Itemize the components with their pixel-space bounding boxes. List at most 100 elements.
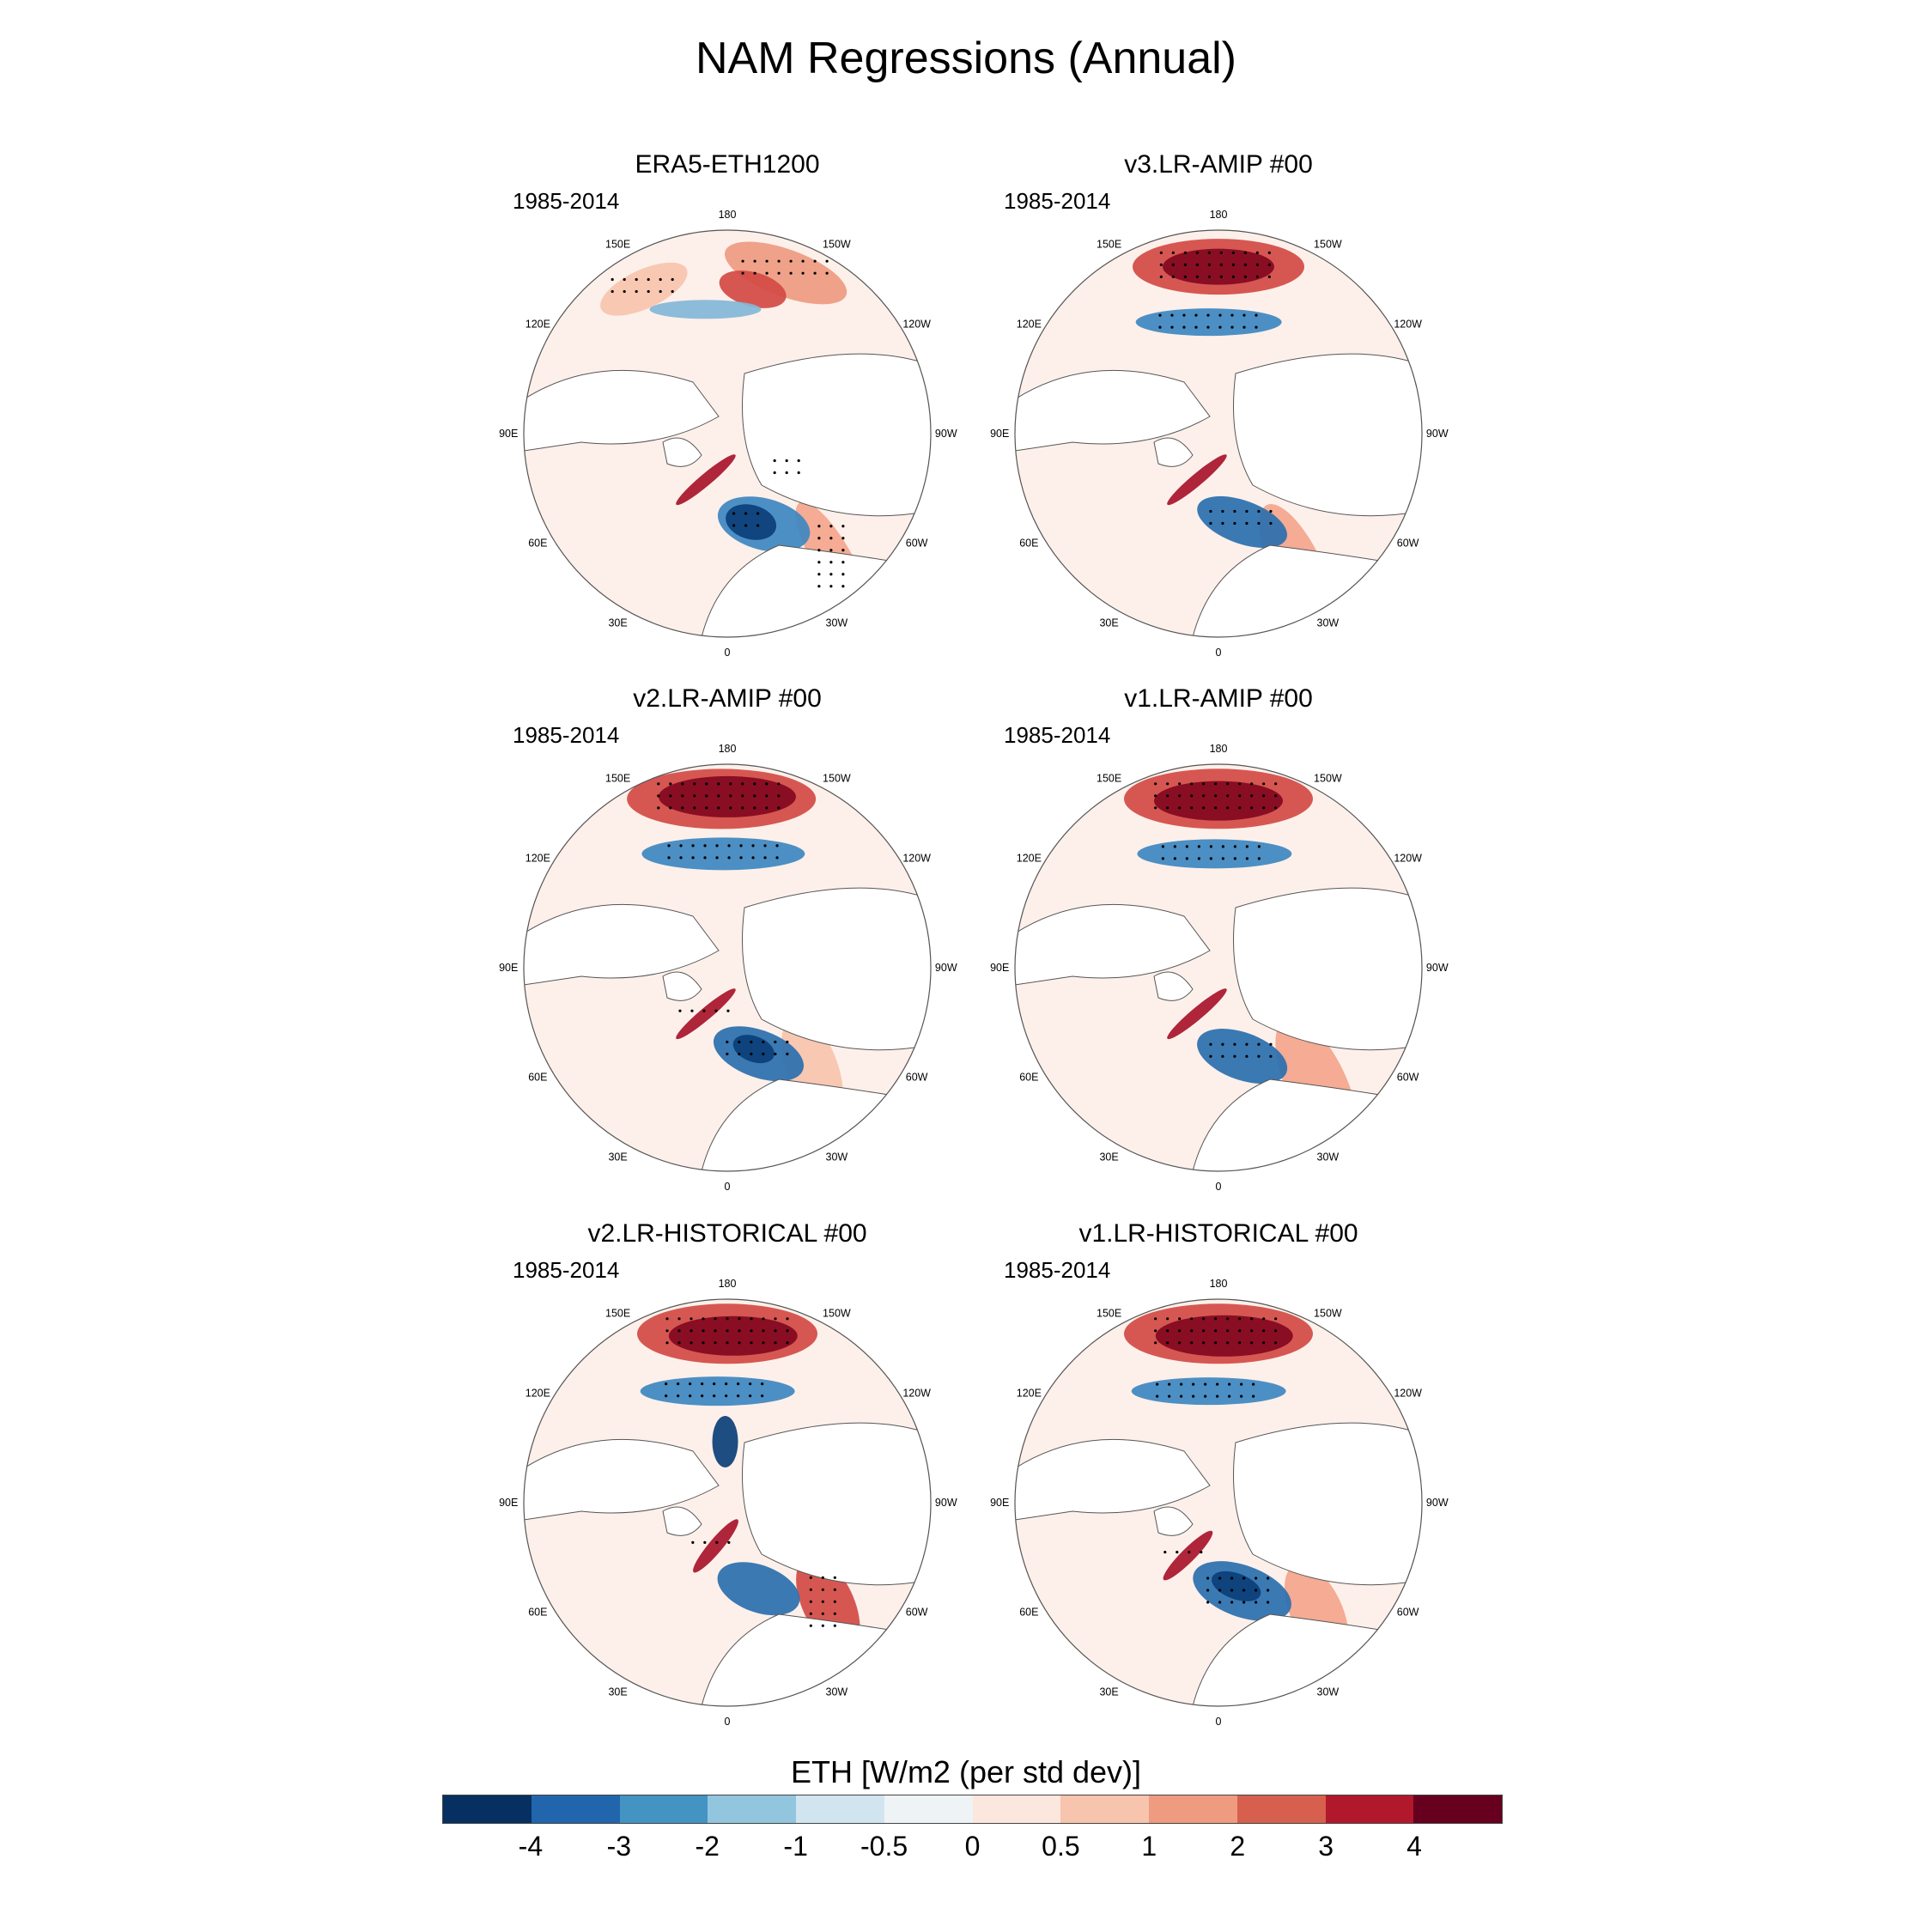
- longitude-label: 90E: [990, 428, 1009, 440]
- stipple-dot: [1221, 857, 1224, 860]
- longitude-label: 120E: [526, 853, 550, 865]
- stipple-dot: [671, 277, 674, 282]
- stipple-dot: [1255, 275, 1259, 279]
- stipple-dot: [841, 561, 845, 564]
- stipple-dot: [1190, 806, 1194, 810]
- stipple-dot: [715, 844, 719, 848]
- longitude-label: 120W: [902, 853, 931, 865]
- colorbar-segment: [708, 1795, 796, 1823]
- stipple-dot: [715, 1540, 719, 1544]
- stipple-dot: [1238, 782, 1242, 786]
- stipple-dot: [750, 1052, 753, 1056]
- stipple-dot: [797, 471, 800, 475]
- longitude-label: 180: [719, 743, 737, 755]
- stipple-dot: [762, 1317, 765, 1321]
- longitude-label: 120W: [902, 1388, 931, 1400]
- stipple-dot: [1166, 1329, 1170, 1333]
- stipple-dot: [1173, 845, 1176, 848]
- stipple-dot: [1230, 313, 1234, 317]
- stipple-dot: [817, 537, 821, 540]
- stipple-dot: [665, 1394, 668, 1398]
- stipple-dot: [1180, 1394, 1183, 1398]
- stipple-dot: [777, 794, 781, 798]
- stipple-dot: [678, 1009, 682, 1012]
- stipple-dot: [738, 1052, 741, 1056]
- stipple-dot: [1178, 1329, 1182, 1333]
- stipple-dot: [611, 289, 614, 294]
- stipple-dot: [753, 259, 756, 263]
- stipple-dot: [841, 585, 845, 588]
- stipple-dot: [623, 277, 626, 282]
- longitude-label: 180: [719, 209, 737, 221]
- anomaly-region: [717, 1562, 800, 1616]
- stipple-dot: [1221, 509, 1224, 513]
- anomaly-region: [1167, 988, 1227, 1040]
- stipple-dot: [1178, 806, 1182, 810]
- stipple-dot: [1206, 313, 1210, 317]
- stipple-dot: [829, 573, 833, 576]
- stipple-dot: [833, 1600, 836, 1603]
- land-mass: [742, 1422, 931, 1586]
- stipple-dot: [1242, 313, 1246, 317]
- colorbar-label: 2: [1230, 1831, 1246, 1862]
- longitude-label: 60W: [906, 1071, 928, 1083]
- colorbar-label: 3: [1318, 1831, 1334, 1862]
- anomaly-region: [659, 775, 796, 817]
- longitude-label: 0: [725, 647, 731, 659]
- stipple-dot: [1209, 1054, 1212, 1058]
- stipple-dot: [1178, 1341, 1182, 1345]
- map-panel-v2-amip: v2.LR-AMIP #00 1985-2014 180 150E 120E 90E 6…: [487, 684, 968, 1193]
- stipple-dot: [1168, 1394, 1171, 1398]
- stipple-dot: [1194, 313, 1198, 317]
- longitude-label: 120E: [1017, 853, 1042, 865]
- stipple-dot: [1156, 1382, 1159, 1386]
- stipple-dot: [744, 512, 748, 515]
- stipple-dot: [1226, 782, 1230, 786]
- longitude-label: 180: [1210, 743, 1228, 755]
- land-mass: [662, 1506, 702, 1536]
- stipple-dot: [1238, 806, 1242, 810]
- stipple-dot: [1245, 509, 1249, 513]
- longitude-label: 30W: [1317, 617, 1340, 629]
- map-field: [524, 1299, 931, 1706]
- stipple-dot: [1202, 794, 1206, 798]
- significance-stipple: [657, 782, 789, 1056]
- stipple-dot: [1154, 1341, 1157, 1345]
- anomaly-region: [641, 837, 805, 871]
- stipple-dot: [1209, 845, 1212, 848]
- land-mass: [524, 1438, 720, 1521]
- stipple-dot: [817, 525, 821, 528]
- stipple-dot: [833, 1624, 836, 1627]
- panel-title: v3.LR-AMIP #00: [1124, 150, 1313, 179]
- longitude-label: 150W: [823, 238, 851, 250]
- land-mass: [662, 971, 702, 1001]
- map-panel-v2-historical: v2.LR-HISTORICAL #00 1985-2014 180 150E 12…: [487, 1219, 968, 1728]
- longitude-label: 60W: [906, 1606, 928, 1618]
- longitude-label: 60E: [1019, 1071, 1038, 1083]
- stipple-dot: [1250, 794, 1254, 798]
- map-field: [524, 764, 931, 1171]
- stipple-dot: [774, 1341, 777, 1345]
- stipple-dot: [671, 289, 674, 294]
- polar-map: 180 150E 120E 90E 60E 30E 0 30W 60W 90W 120W 150W: [990, 1278, 1449, 1728]
- stipple-dot: [1171, 251, 1175, 255]
- stipple-dot: [1262, 806, 1266, 810]
- longitude-label: 30W: [826, 1686, 848, 1698]
- stipple-dot: [1183, 251, 1187, 255]
- stipple-dot: [669, 806, 672, 810]
- colorbar-label: -1: [783, 1831, 808, 1862]
- stipple-dot: [753, 794, 756, 798]
- stipple-dot: [726, 1317, 729, 1321]
- stipple-dot: [761, 1382, 764, 1386]
- panel-period: 1985-2014: [1004, 1257, 1111, 1283]
- map-border: [523, 229, 932, 638]
- figure-title: NAM Regressions (Annual): [695, 33, 1237, 83]
- stipple-dot: [829, 549, 833, 552]
- stipple-dot: [1192, 1394, 1195, 1398]
- stipple-dot: [1233, 1042, 1236, 1046]
- stipple-dot: [765, 782, 769, 786]
- anomaly-region: [640, 1376, 795, 1406]
- stipple-dot: [1269, 1042, 1273, 1046]
- stipple-dot: [732, 524, 736, 527]
- stipple-dot: [1243, 251, 1247, 255]
